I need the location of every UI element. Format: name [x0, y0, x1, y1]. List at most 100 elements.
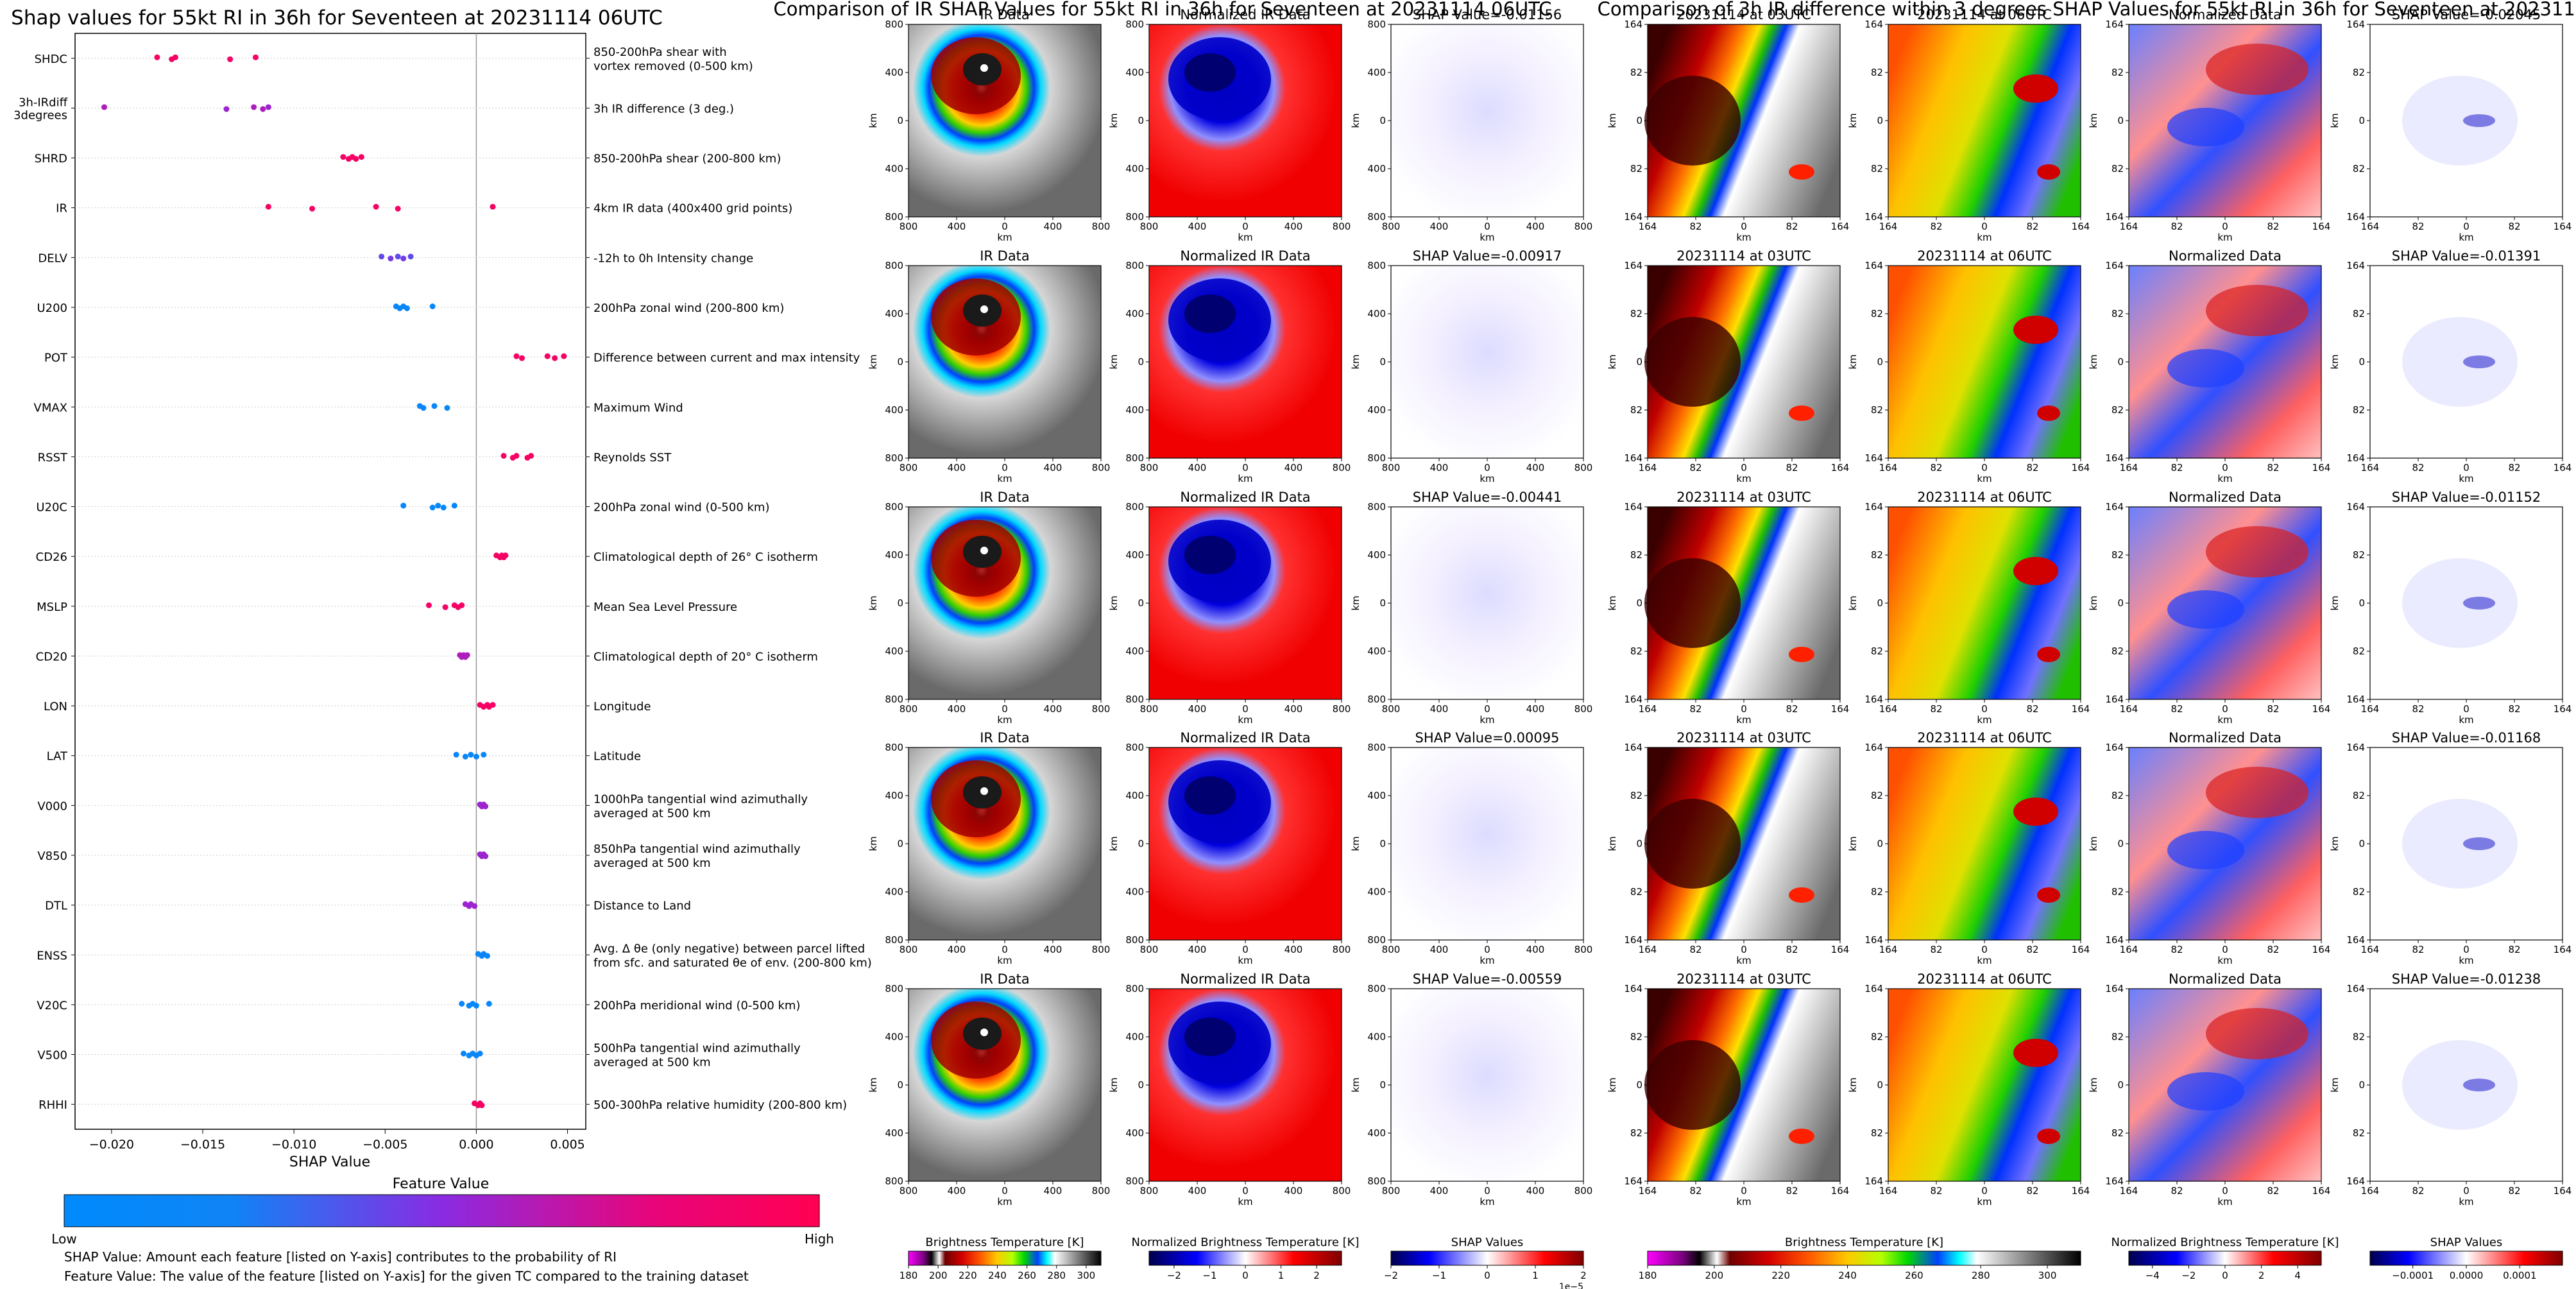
feature-description-label: Maximum Wind — [593, 401, 683, 414]
shap-point — [513, 452, 520, 459]
colorbar-tick-label: 180 — [900, 1270, 918, 1281]
y-tick-label: 800 — [1367, 983, 1386, 994]
y-tick-label: 400 — [1125, 404, 1144, 416]
y-tick-label: 164 — [1624, 19, 1642, 30]
y-axis-label: km — [1108, 354, 1120, 369]
y-tick-label: 82 — [2353, 1127, 2365, 1139]
feature-code-label: DTL — [45, 900, 67, 913]
x-tick-label: 800 — [1574, 703, 1593, 715]
x-tick-label: 0 — [1002, 221, 1008, 232]
norm-cold-region — [2167, 108, 2244, 146]
x-axis-label: km — [2459, 232, 2473, 243]
norm-warm-region — [2206, 44, 2308, 95]
y-tick-label: 0 — [1379, 1079, 1386, 1091]
colorbar-tick-label: −2 — [1167, 1270, 1181, 1281]
x-tick-label: 164 — [2072, 462, 2090, 474]
y-tick-label: 82 — [1871, 645, 1883, 657]
y-axis-label: km — [1607, 1077, 1618, 1092]
shap-point — [400, 502, 407, 509]
x-tick-label: 400 — [1188, 703, 1207, 715]
diff-hotspot — [2013, 798, 2058, 826]
x-tick-label: 164 — [2072, 1185, 2090, 1197]
shap-point — [435, 502, 441, 509]
feature-description-label: from sfc. and saturated θe of env. (200-… — [593, 956, 872, 969]
y-axis-label: km — [867, 113, 879, 128]
shap-point — [252, 54, 259, 60]
x-tick-label: 82 — [2171, 1185, 2183, 1197]
x-axis-label: km — [1238, 955, 1252, 966]
y-axis-label: km — [1607, 595, 1618, 610]
x-tick-label: 400 — [1044, 221, 1062, 232]
y-tick-label: 82 — [2111, 404, 2124, 416]
feature-code-label: ENSS — [37, 949, 67, 962]
colorbar-tick-label: 0 — [2222, 1270, 2228, 1281]
shap-hotspot — [2463, 114, 2495, 127]
x-tick-label: 400 — [1188, 221, 1207, 232]
x-tick-label: 800 — [1092, 462, 1111, 474]
colorbar-tick-label: 200 — [1705, 1270, 1724, 1281]
y-tick-label: 400 — [1367, 404, 1386, 416]
colorbar-title: Feature Value — [393, 1176, 490, 1192]
x-tick-label: 164 — [1831, 221, 1850, 232]
x-tick-label: 800 — [1092, 1185, 1111, 1197]
y-tick-label: 82 — [1871, 1127, 1883, 1139]
y-tick-label: 800 — [885, 501, 903, 513]
y-tick-label: 400 — [1367, 67, 1386, 78]
feature-code-label: RHHI — [38, 1098, 67, 1112]
panel-title: 20231114 at 06UTC — [1917, 730, 2052, 746]
x-tick-label: 0 — [1242, 703, 1249, 715]
panel-title: Normalized IR Data — [1180, 248, 1310, 264]
x-tick-label: 164 — [2312, 944, 2331, 955]
x-tick-label: 0 — [2463, 462, 2469, 474]
feature-code-label: SHDC — [35, 53, 67, 66]
image-panel — [1391, 747, 1583, 940]
shap-point — [227, 56, 234, 62]
x-tick-label: 0 — [1484, 944, 1490, 955]
panel-title: SHAP Value=-0.01156 — [1413, 7, 1562, 22]
x-tick-label: 400 — [1430, 221, 1449, 232]
x-tick-label: 82 — [2171, 944, 2183, 955]
colorbar-label: SHAP Values — [1451, 1236, 1524, 1249]
cold-core — [1184, 1018, 1236, 1056]
shap-point — [265, 203, 271, 210]
colorbar — [2128, 1251, 2322, 1266]
shap-point — [451, 502, 457, 509]
colorbar-tick-label: 220 — [1771, 1270, 1790, 1281]
y-tick-label: 82 — [2111, 67, 2124, 78]
y-tick-label: 82 — [1630, 163, 1642, 175]
y-tick-label: 800 — [1125, 211, 1144, 223]
y-tick-label: 164 — [2105, 211, 2124, 223]
y-tick-label: 800 — [1367, 694, 1386, 705]
x-tick-label: 164 — [1879, 1185, 1898, 1197]
x-tick-label: 400 — [1284, 703, 1303, 715]
x-tick-label: −0.010 — [271, 1138, 316, 1152]
panel-title: 20231114 at 03UTC — [1676, 730, 1811, 746]
y-tick-label: 82 — [1871, 886, 1883, 898]
x-tick-label: 82 — [1786, 703, 1798, 715]
colorbar-tick-label: 0 — [1484, 1270, 1490, 1281]
feature-code-label: IR — [56, 202, 67, 216]
shap-point — [561, 353, 567, 359]
panel-title: SHAP Value=-0.01168 — [2392, 730, 2541, 746]
y-tick-label: 0 — [2358, 115, 2365, 126]
shap-point — [477, 1050, 483, 1057]
diff-hotspot — [1789, 405, 1814, 421]
x-tick-label: 0 — [2463, 944, 2469, 955]
x-tick-label: 82 — [1786, 462, 1798, 474]
y-tick-label: 800 — [1367, 742, 1386, 753]
y-tick-label: 164 — [1624, 211, 1642, 223]
colorbar-tick-label: 240 — [1838, 1270, 1857, 1281]
y-tick-label: 800 — [1125, 501, 1144, 513]
diff-hotspot — [2013, 557, 2058, 585]
feature-code-label: U20C — [36, 501, 67, 515]
colorbar-tick-label: 300 — [2038, 1270, 2057, 1281]
x-tick-label: 164 — [2312, 703, 2331, 715]
x-tick-label: 164 — [2072, 703, 2090, 715]
image-panel — [1888, 747, 2081, 940]
y-tick-label: 82 — [2111, 645, 2124, 657]
x-tick-label: 800 — [1382, 944, 1401, 955]
feature-code-label: LAT — [47, 750, 68, 764]
y-tick-label: 800 — [1125, 1175, 1144, 1187]
